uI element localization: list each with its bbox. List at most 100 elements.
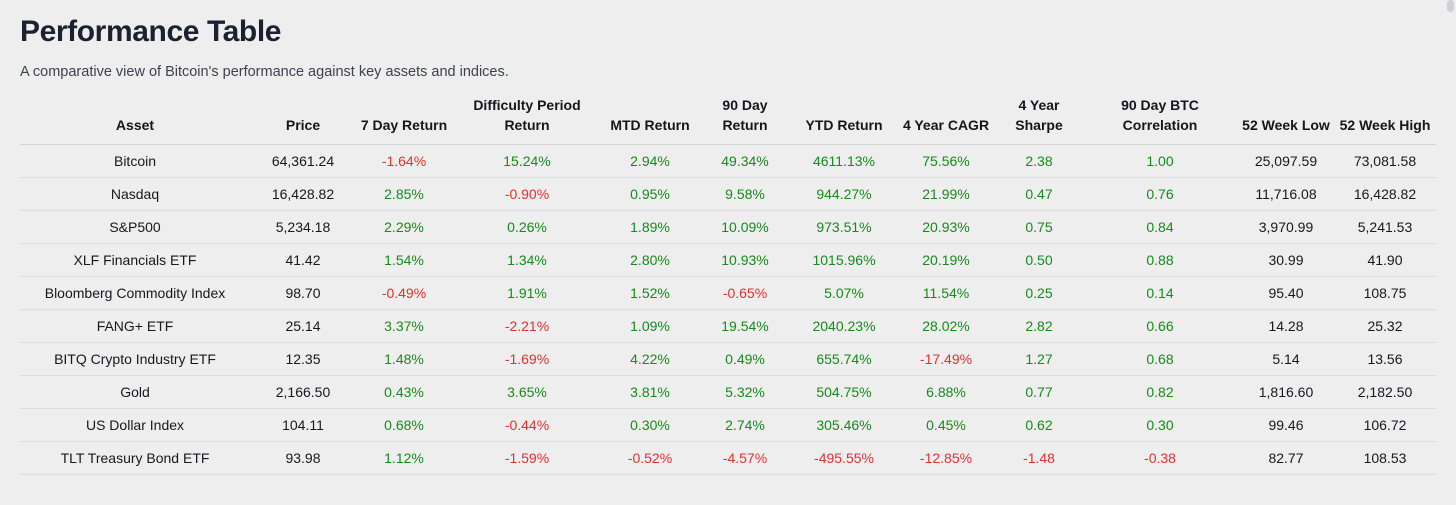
value-cell-dp: 1.34%: [452, 243, 602, 277]
value-cell-sharpe: 0.77: [996, 375, 1082, 409]
value-cell-cagr: 21.99%: [896, 177, 996, 211]
value-cell-high: 108.53: [1334, 441, 1436, 475]
value-cell-sharpe: 0.25: [996, 276, 1082, 310]
value-cell-ytd: 4611.13%: [792, 144, 896, 178]
column-header-asset: Asset: [20, 93, 250, 145]
table-row: Nasdaq 16,428.82 2.85% -0.90% 0.95% 9.58% 944.…: [20, 177, 1436, 211]
value-cell-corr: 0.66: [1082, 309, 1238, 343]
column-header-corr: 90 Day BTC Correlation: [1082, 93, 1238, 145]
value-cell-corr: 0.82: [1082, 375, 1238, 409]
value-cell-dp: 0.26%: [452, 210, 602, 244]
value-cell-low: 82.77: [1238, 441, 1334, 475]
value-cell-d7: 3.37%: [356, 309, 452, 343]
value-cell-low: 3,970.99: [1238, 210, 1334, 244]
value-cell-price: 41.42: [250, 243, 356, 277]
asset-cell: Nasdaq: [20, 177, 250, 211]
value-cell-high: 106.72: [1334, 408, 1436, 442]
value-cell-sharpe: 0.50: [996, 243, 1082, 277]
value-cell-corr: 0.68: [1082, 342, 1238, 376]
value-cell-d7: 0.43%: [356, 375, 452, 409]
value-cell-high: 73,081.58: [1334, 144, 1436, 178]
asset-cell: Gold: [20, 375, 250, 409]
value-cell-sharpe: 0.47: [996, 177, 1082, 211]
value-cell-d90: 0.49%: [698, 342, 792, 376]
value-cell-high: 41.90: [1334, 243, 1436, 277]
asset-cell: US Dollar Index: [20, 408, 250, 442]
value-cell-mtd: 4.22%: [602, 342, 698, 376]
value-cell-high: 25.32: [1334, 309, 1436, 343]
value-cell-d90: 10.93%: [698, 243, 792, 277]
table-row: Bloomberg Commodity Index 98.70 -0.49% 1.91…: [20, 276, 1436, 310]
value-cell-corr: 0.30: [1082, 408, 1238, 442]
value-cell-dp: -0.90%: [452, 177, 602, 211]
value-cell-dp: 3.65%: [452, 375, 602, 409]
value-cell-low: 11,716.08: [1238, 177, 1334, 211]
value-cell-d90: 2.74%: [698, 408, 792, 442]
column-header-d90: 90 Day Return: [698, 93, 792, 145]
value-cell-ytd: 5.07%: [792, 276, 896, 310]
asset-cell: S&P500: [20, 210, 250, 244]
value-cell-ytd: 655.74%: [792, 342, 896, 376]
value-cell-mtd: -0.52%: [602, 441, 698, 475]
value-cell-corr: -0.38: [1082, 441, 1238, 475]
page-title: Performance Table: [20, 15, 282, 48]
asset-cell: XLF Financials ETF: [20, 243, 250, 277]
table-row: FANG+ ETF 25.14 3.37% -2.21% 1.09% 19.54% 2040…: [20, 309, 1436, 343]
value-cell-sharpe: 0.62: [996, 408, 1082, 442]
value-cell-price: 93.98: [250, 441, 356, 475]
value-cell-ytd: 504.75%: [792, 375, 896, 409]
value-cell-mtd: 0.95%: [602, 177, 698, 211]
value-cell-corr: 0.14: [1082, 276, 1238, 310]
value-cell-cagr: 11.54%: [896, 276, 996, 310]
value-cell-price: 12.35: [250, 342, 356, 376]
value-cell-d7: -0.49%: [356, 276, 452, 310]
column-header-low: 52 Week Low: [1238, 93, 1334, 145]
column-header-mtd: MTD Return: [602, 93, 698, 145]
value-cell-mtd: 2.94%: [602, 144, 698, 178]
value-cell-d90: 19.54%: [698, 309, 792, 343]
value-cell-d7: 1.12%: [356, 441, 452, 475]
value-cell-low: 30.99: [1238, 243, 1334, 277]
value-cell-price: 16,428.82: [250, 177, 356, 211]
value-cell-cagr: 20.93%: [896, 210, 996, 244]
table-row: BITQ Crypto Industry ETF 12.35 1.48% -1.69%…: [20, 342, 1436, 376]
value-cell-price: 25.14: [250, 309, 356, 343]
value-cell-mtd: 3.81%: [602, 375, 698, 409]
value-cell-d90: 9.58%: [698, 177, 792, 211]
value-cell-d90: 49.34%: [698, 144, 792, 178]
table-row: S&P500 5,234.18 2.29% 0.26% 1.89% 10.09% 973.5…: [20, 210, 1436, 244]
value-cell-mtd: 1.52%: [602, 276, 698, 310]
value-cell-corr: 0.84: [1082, 210, 1238, 244]
value-cell-ytd: 2040.23%: [792, 309, 896, 343]
scrollbar-thumb[interactable]: [1447, 0, 1454, 12]
value-cell-price: 64,361.24: [250, 144, 356, 178]
table-row: TLT Treasury Bond ETF 93.98 1.12% -1.59% -0.…: [20, 441, 1436, 475]
asset-cell: TLT Treasury Bond ETF: [20, 441, 250, 475]
value-cell-dp: -0.44%: [452, 408, 602, 442]
value-cell-cagr: 6.88%: [896, 375, 996, 409]
value-cell-low: 95.40: [1238, 276, 1334, 310]
value-cell-ytd: 973.51%: [792, 210, 896, 244]
value-cell-price: 5,234.18: [250, 210, 356, 244]
table-body: Bitcoin 64,361.24 -1.64% 15.24% 2.94% 49.34% 4…: [20, 144, 1436, 475]
value-cell-mtd: 0.30%: [602, 408, 698, 442]
value-cell-high: 2,182.50: [1334, 375, 1436, 409]
value-cell-price: 98.70: [250, 276, 356, 310]
value-cell-corr: 0.76: [1082, 177, 1238, 211]
value-cell-dp: -1.69%: [452, 342, 602, 376]
value-cell-dp: -2.21%: [452, 309, 602, 343]
table-row: Bitcoin 64,361.24 -1.64% 15.24% 2.94% 49.34% 4…: [20, 144, 1436, 178]
asset-cell: BITQ Crypto Industry ETF: [20, 342, 250, 376]
table-row: US Dollar Index 104.11 0.68% -0.44% 0.30% 2.7…: [20, 408, 1436, 442]
value-cell-cagr: -17.49%: [896, 342, 996, 376]
value-cell-d90: -0.65%: [698, 276, 792, 310]
page-subtitle: A comparative view of Bitcoin's performa…: [20, 64, 509, 80]
value-cell-dp: -1.59%: [452, 441, 602, 475]
asset-cell: Bitcoin: [20, 144, 250, 178]
value-cell-ytd: -495.55%: [792, 441, 896, 475]
value-cell-d7: -1.64%: [356, 144, 452, 178]
column-header-high: 52 Week High: [1334, 93, 1436, 145]
value-cell-d90: -4.57%: [698, 441, 792, 475]
value-cell-sharpe: 2.82: [996, 309, 1082, 343]
